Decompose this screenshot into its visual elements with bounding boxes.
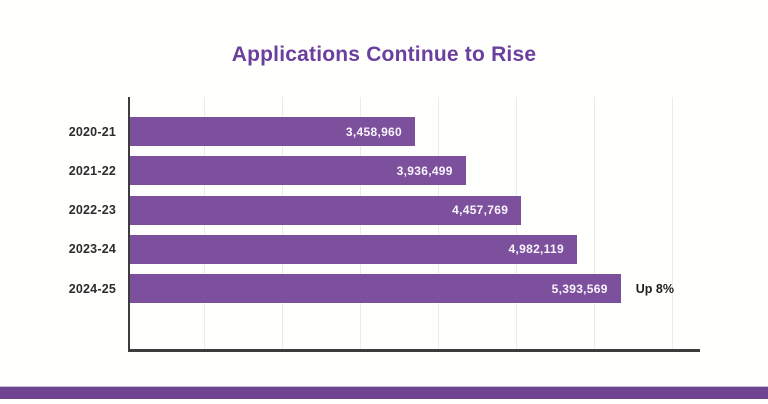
- bar-value-label: 4,982,119: [508, 242, 564, 257]
- footer-accent-bar: [0, 386, 768, 399]
- x-axis-line: [128, 349, 700, 352]
- bar-2024-25: 5,393,569: [130, 274, 621, 304]
- category-label: 2022-23: [68, 203, 116, 218]
- bar-2020-21: 3,458,960: [130, 117, 416, 146]
- bar-row: 3,458,960: [130, 117, 697, 146]
- bar-row: 4,982,119: [130, 234, 697, 264]
- bar-annotation: Up 8%: [635, 281, 674, 296]
- bar-value-label: 3,458,960: [345, 124, 403, 139]
- bar-2023-24: 4,982,119: [130, 234, 577, 264]
- plot-area: 3,458,960 3,936,499 4,457,769 4,982,119 5,39…: [128, 97, 697, 349]
- bar-row: 3,936,499: [130, 156, 697, 186]
- bar-value-label: 5,393,569: [551, 281, 608, 296]
- category-axis-labels: 2020-21 2021-22 2022-23 2023-24 2024-25: [0, 97, 116, 349]
- gridline: [594, 97, 595, 349]
- category-label: 2023-24: [68, 242, 116, 257]
- bar-value-label: 4,457,769: [452, 203, 509, 218]
- bar-2022-23: 4,457,769: [130, 195, 522, 225]
- gridline: [672, 97, 673, 349]
- category-label: 2020-21: [68, 124, 116, 139]
- bar-value-label: 3,936,499: [396, 163, 453, 178]
- chart-title: Applications Continue to Rise: [231, 43, 537, 66]
- category-label: 2021-22: [68, 163, 116, 178]
- category-label: 2024-25: [68, 281, 116, 296]
- bar-2021-22: 3,936,499: [130, 156, 466, 186]
- bar-row: 5,393,569 Up 8%: [130, 274, 697, 304]
- bar-row: 4,457,769: [130, 195, 697, 225]
